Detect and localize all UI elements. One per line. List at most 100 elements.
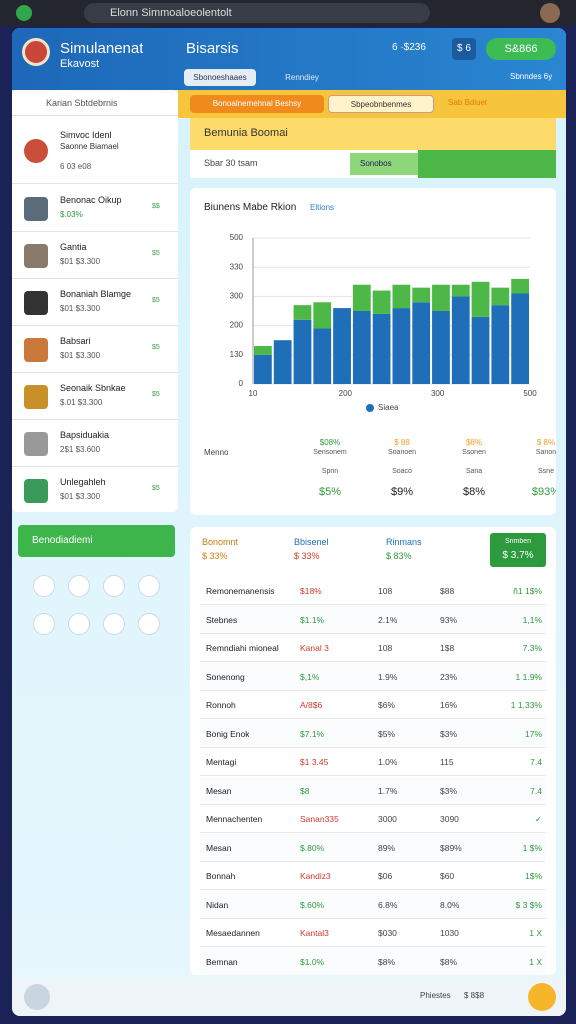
toolbar-note: Sab Bdiuet [448,98,488,107]
table-cell: $5% [378,728,396,739]
list-item[interactable]: Benonac Oikup $.03% $$ [12,185,178,232]
progress-label: Sbar 30 tsam [204,158,258,168]
table-cell: $.60% [300,899,325,910]
list-item[interactable]: Simvoc Idenl Saonne Biamael 6 03 e08 [12,118,178,184]
table-header: Bbisenel [294,537,329,547]
table-cell: ✓ [534,814,542,824]
banner: Bemunia Boomai [190,118,556,150]
item-icon [24,431,48,456]
table-header: Rinmans [386,537,422,547]
item-value: $01 $3.300 [60,492,101,501]
url-field[interactable]: Elonn Simmoaloeolentolt [84,3,430,23]
item-name: Simvoc Idenl [60,130,112,140]
bar [471,316,490,384]
bar [491,305,510,384]
browser-bar: Elonn Simmoaloeolentolt [0,0,576,26]
table-cell: 23% [440,671,458,682]
chart-link[interactable]: Eltions [310,203,335,212]
list-item[interactable]: Bonaniah Blamge $01 $3.300 $5 [12,279,178,326]
fab[interactable] [528,983,556,1011]
tab[interactable]: Sbonoeshaaes [184,69,256,86]
item-name: Babsari [60,336,91,346]
chart-card: Biunens Mabe Rkion Eltions 0 130 200 300 330… [190,188,556,515]
list-item[interactable]: Unlegahleh $01 $3.300 $5 [12,467,178,512]
banner-text: Bemunia Boomai [204,127,288,139]
item-icon [24,337,48,362]
list-item[interactable]: Bapsiduakia 2$1 $3.600 [12,420,178,467]
bar [372,290,391,314]
progress-button[interactable]: Sonobos [350,153,418,175]
table-cell: $3% [440,785,458,796]
icon-button[interactable] [33,613,55,635]
table-cell: 7.3% [522,643,542,653]
header-note: Sbnndes 6y [510,72,553,81]
bar [392,308,411,384]
avatar[interactable] [540,3,560,23]
item-name: Bonaniah Blamge [60,289,132,299]
item-tag: $5 [152,344,160,351]
icon-button[interactable] [103,613,125,635]
action-button[interactable]: Benodiadiemi [18,525,175,557]
legend-swatch [366,404,374,412]
y-tick-label: 500 [230,233,244,242]
primary-button[interactable]: S&866 [486,38,556,60]
icon-button[interactable] [68,613,90,635]
browser-icon[interactable] [16,5,32,21]
table-cell: 89% [378,842,396,853]
app-subtitle: Ekavost [60,58,100,70]
stat-sub: Soanoen [387,449,417,456]
table-card: Bonomnt $ 33% Bbisenel $ 33% Rinmans $ 83% Sri… [190,527,556,975]
table-row [200,947,546,975]
chip[interactable]: Sbpeobnbenmes [328,95,434,113]
bar [293,305,312,320]
chip[interactable]: Bonoalnemehnal Beshsy [190,95,324,113]
table-cell: 115 [440,757,454,767]
table-cell: 6.8% [378,899,398,910]
list-item[interactable]: Gantia $01 $3.300 $5 [12,232,178,279]
table-cell: 1.0% [378,757,398,767]
stat-value: $8% [462,486,486,498]
table-cell: Bemnan [206,956,238,967]
tab[interactable]: Renndiey [285,73,319,82]
icon-button[interactable] [68,575,90,597]
search-field[interactable]: Karian Sbtdebrnis [12,90,178,116]
list-item[interactable]: Babsari $01 $3.300 $5 [12,326,178,373]
footer-value: $ 8$8 [464,991,485,1000]
header-value: $ 33% [294,551,320,561]
list-item[interactable]: Seonaik Sbnkae $.01 $3.300 $5 [12,373,178,420]
table-cell: Remonemanensis [206,586,275,596]
header-button[interactable]: Srimben $ 3.7% [490,533,546,567]
item-value: $01 $3.300 [60,351,101,360]
table-cell: 1 X [529,956,542,967]
table-cell: 1,1% [522,614,542,625]
icon-button[interactable] [138,613,160,635]
table-cell: $7.1% [300,728,325,739]
table-row [200,862,546,890]
table-cell: $6% [378,700,396,710]
stat-value: $93% [531,486,556,498]
footer-avatar[interactable] [24,984,50,1010]
footer: Phiestes $ 8$8 [12,978,566,1016]
table-cell: 8.0% [440,899,460,910]
item-value: $.01 $3.300 [60,398,103,407]
table-row [200,691,546,719]
icon-button[interactable] [33,575,55,597]
badge: 6 ·$236 [392,42,426,53]
button-value: $ 3.7% [502,550,534,561]
table-cell: 1.7% [378,785,398,796]
item-name: Benonac Oikup [60,195,122,205]
table-cell: $60 [440,871,455,881]
table-cell: $89% [440,842,462,853]
icon-button[interactable] [138,575,160,597]
item-icon [24,384,48,409]
x-tick-label: 500 [523,389,537,398]
sidebar: Karian Sbtdebrnis Simvoc Idenl Saonne Bia… [12,90,178,512]
small-button[interactable]: $ 6 [452,38,476,60]
table-cell: 16% [440,700,458,710]
icon-button[interactable] [103,575,125,597]
table-row [200,577,546,605]
chart: 0 130 200 300 330 500 10 200 300 500 Siaea [230,233,538,412]
bar [273,340,292,384]
stats: Menno $08% Sensonem Spnn $5% $ 88 Soanoen Soaco… [190,428,556,508]
table-row [200,662,546,691]
